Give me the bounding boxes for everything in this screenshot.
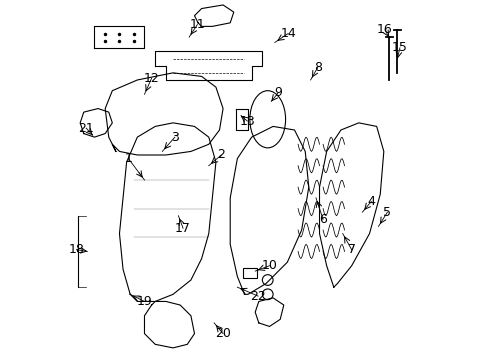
Text: 11: 11 [189,18,205,31]
Text: 10: 10 [261,259,277,272]
Text: 18: 18 [68,243,84,256]
Text: 3: 3 [170,131,179,144]
Text: 4: 4 [366,195,374,208]
Text: 12: 12 [143,72,159,85]
Text: 17: 17 [175,222,191,235]
Text: 15: 15 [391,41,407,54]
Text: 13: 13 [239,114,255,127]
Bar [242,267,257,278]
Text: 5: 5 [383,206,390,219]
Text: 9: 9 [274,86,282,99]
Text: 1: 1 [124,152,132,165]
Text: 20: 20 [215,327,230,340]
Text: 14: 14 [280,27,295,40]
Text: 2: 2 [217,148,225,162]
Text: 7: 7 [347,243,355,256]
Text: 8: 8 [313,61,321,74]
Text: 6: 6 [319,213,326,226]
Text: 19: 19 [136,295,152,308]
Text: 21: 21 [78,122,94,135]
Text: 16: 16 [376,23,392,36]
Text: 22: 22 [250,289,265,303]
